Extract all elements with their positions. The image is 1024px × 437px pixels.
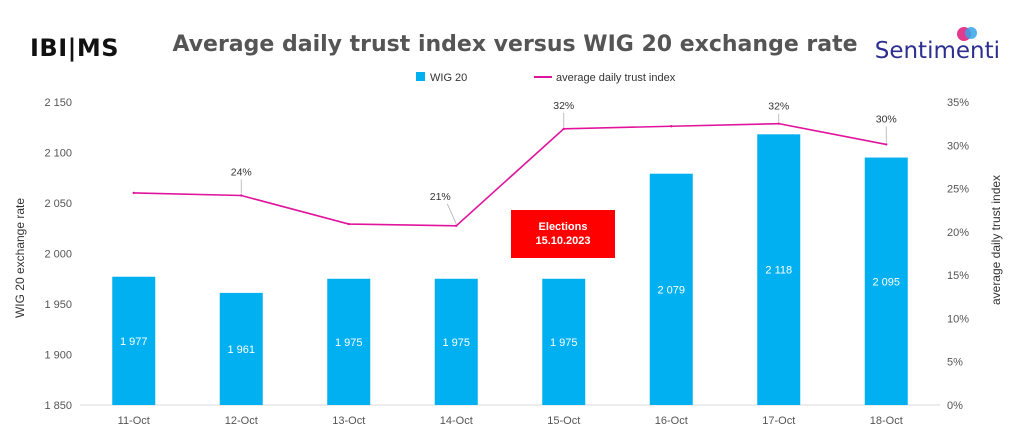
y2-tick-label: 35% bbox=[947, 97, 969, 109]
bar-wig20 bbox=[327, 278, 371, 405]
bar-wig20 bbox=[219, 292, 263, 405]
legend: WIG 20 average daily trust index bbox=[416, 72, 676, 84]
trust-index-data-label: 24% bbox=[231, 166, 252, 178]
y-tick-label: 1 950 bbox=[44, 299, 72, 311]
trust-index-point bbox=[455, 224, 458, 227]
bar-wig20 bbox=[434, 278, 478, 405]
y2-tick-label: 15% bbox=[947, 270, 969, 282]
legend-swatch-wig20 bbox=[416, 72, 425, 81]
y-tick-label: 2 050 bbox=[44, 198, 72, 210]
x-tick-label: 12-Oct bbox=[225, 415, 258, 427]
bar-wig20 bbox=[864, 157, 908, 405]
bar-wig20 bbox=[112, 276, 156, 405]
y-tick-label: 2 000 bbox=[44, 249, 72, 261]
y2-axis-title: average daily trust index bbox=[989, 175, 1003, 305]
x-tick-label: 16-Oct bbox=[655, 415, 688, 427]
y-axis-right: 0% 5% 10% 15% 20% 25% 30% 35% bbox=[947, 97, 969, 412]
x-tick-label: 11-Oct bbox=[118, 415, 150, 427]
trust-index-point bbox=[885, 143, 888, 146]
x-tick-label: 15-Oct bbox=[547, 415, 580, 427]
bar-data-label: 2 079 bbox=[657, 284, 685, 296]
elections-annotation: Elections 15.10.2023 bbox=[511, 210, 615, 258]
y-tick-label: 2 150 bbox=[44, 97, 72, 109]
sentimenti-logo: Sentimenti bbox=[874, 38, 1000, 64]
trust-index-data-label: 21% bbox=[430, 191, 451, 203]
y2-tick-label: 0% bbox=[947, 400, 963, 412]
trust-index-data-label: 32% bbox=[768, 101, 789, 113]
x-tick-label: 17-Oct bbox=[762, 415, 795, 427]
y-tick-label: 1 900 bbox=[44, 350, 72, 362]
trust-index-data-label: 30% bbox=[876, 113, 897, 125]
y2-tick-label: 30% bbox=[947, 140, 969, 152]
bar-data-label: 1 975 bbox=[550, 337, 578, 349]
y2-tick-label: 10% bbox=[947, 313, 969, 325]
trust-index-point bbox=[132, 191, 135, 195]
y-axis-left: 1 850 1 900 1 950 2 000 2 050 2 100 2 150 bbox=[44, 97, 72, 412]
trust-index-leader-line bbox=[446, 203, 457, 224]
y-tick-label: 2 100 bbox=[44, 148, 72, 160]
line-trust-index: 24% 21% 32% 32% 30% bbox=[132, 100, 897, 227]
y2-tick-label: 5% bbox=[947, 357, 963, 369]
bar-data-label: 1 975 bbox=[442, 337, 470, 349]
sentimenti-logo-icon bbox=[957, 27, 977, 41]
bar-data-label: 1 975 bbox=[335, 337, 363, 349]
trust-index-data-label: 32% bbox=[553, 100, 574, 112]
trust-index-point bbox=[240, 194, 243, 197]
elections-annotation-line1: Elections bbox=[538, 221, 588, 233]
legend-label-trust-index: average daily trust index bbox=[556, 72, 676, 84]
bar-wig20 bbox=[649, 173, 693, 405]
y-tick-label: 1 850 bbox=[44, 400, 72, 412]
trust-index-line bbox=[133, 122, 887, 227]
bars-wig20: 1 977 1 961 1 975 1 975 1 975 2 079 2 118 2 095 bbox=[112, 134, 908, 405]
bar-data-label: 2 118 bbox=[765, 265, 792, 277]
bar-data-label: 1 977 bbox=[120, 336, 148, 348]
legend-label-wig20: WIG 20 bbox=[430, 72, 467, 84]
bar-data-label: 2 095 bbox=[872, 276, 900, 288]
bar-data-label: 1 961 bbox=[227, 344, 255, 356]
x-axis: 11-Oct 12-Oct 13-Oct 14-Oct 15-Oct 16-Oct 17-O… bbox=[118, 415, 903, 427]
chart-title: Average daily trust index versus WIG 20 … bbox=[172, 32, 858, 57]
trust-index-point bbox=[562, 127, 565, 131]
trust-index-point bbox=[777, 122, 780, 125]
y2-tick-label: 20% bbox=[947, 227, 969, 239]
ibims-logo: IBI|MS bbox=[30, 34, 120, 62]
y-axis-title: WIG 20 exchange rate bbox=[13, 198, 27, 318]
x-tick-label: 14-Oct bbox=[440, 415, 473, 427]
x-tick-label: 18-Oct bbox=[870, 415, 903, 427]
trust-index-point bbox=[670, 125, 673, 128]
trust-index-point bbox=[347, 222, 350, 226]
elections-annotation-line2: 15.10.2023 bbox=[535, 235, 591, 247]
y2-tick-label: 25% bbox=[947, 184, 969, 196]
bar-wig20 bbox=[542, 278, 586, 405]
x-tick-label: 13-Oct bbox=[332, 415, 365, 427]
bar-wig20 bbox=[757, 134, 801, 405]
